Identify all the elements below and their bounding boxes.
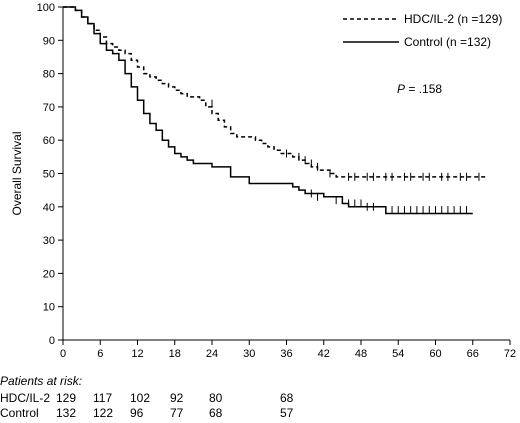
x-tick-label: 72 <box>504 348 516 360</box>
risk-value-hdc-0: 129 <box>56 391 77 405</box>
y-tick-label: 10 <box>43 302 55 314</box>
risk-row-label-hdc: HDC/IL-2 <box>0 391 51 405</box>
x-tick-label: 48 <box>355 348 367 360</box>
x-tick-label: 0 <box>60 348 66 360</box>
x-tick-label: 36 <box>280 348 292 360</box>
x-tick-label: 30 <box>243 348 255 360</box>
p-value-annotation: P = .158 <box>397 82 442 96</box>
survival-chart: 0 10 20 30 40 50 60 70 80 90 100 0 6 12 18 24 30 36 42 48 54… <box>10 2 516 360</box>
risk-row-label-control: Control <box>0 406 39 420</box>
risk-value-hdc-5: 68 <box>280 391 294 405</box>
x-tick-label: 66 <box>467 348 479 360</box>
survival-curve-1 <box>63 6 473 215</box>
risk-value-control-3: 77 <box>170 406 184 420</box>
x-tick-label: 18 <box>169 348 181 360</box>
y-tick-label: 40 <box>43 202 55 214</box>
legend-label-control: Control (n =132) <box>404 35 491 49</box>
series-1 <box>63 6 473 215</box>
series-0 <box>63 6 486 181</box>
y-tick-label: 20 <box>43 268 55 280</box>
x-tick-label: 60 <box>429 348 441 360</box>
x-tick-label: 42 <box>318 348 330 360</box>
x-tick-label: 6 <box>97 348 103 360</box>
p-value-symbol: P <box>397 82 405 96</box>
y-tick-label: 60 <box>43 135 55 147</box>
risk-value-hdc-2: 102 <box>130 391 151 405</box>
risk-value-control-0: 132 <box>56 406 77 420</box>
risk-value-control-5: 57 <box>280 406 294 420</box>
legend-label-hdc: HDC/IL-2 (n =129) <box>404 12 502 26</box>
x-tick-label: 12 <box>131 348 143 360</box>
y-tick-label: 0 <box>49 335 55 347</box>
risk-table-title: Patients at risk: <box>0 374 83 388</box>
y-tick-label: 50 <box>43 169 55 181</box>
p-value-text: = .158 <box>405 82 442 96</box>
risk-value-control-2: 96 <box>130 406 144 420</box>
y-tick-label: 90 <box>43 35 55 47</box>
risk-value-control-4: 68 <box>209 406 223 420</box>
y-tick-label: 80 <box>43 69 55 81</box>
x-tick-label: 54 <box>392 348 404 360</box>
risk-value-hdc-3: 92 <box>170 391 184 405</box>
y-tick-label: 70 <box>43 102 55 114</box>
y-axis-title: Overall Survival <box>10 131 24 215</box>
legend: HDC/IL-2 (n =129) Control (n =132) <box>343 12 502 49</box>
survival-curves <box>63 6 486 215</box>
risk-value-control-1: 122 <box>93 406 114 420</box>
risk-value-hdc-4: 80 <box>209 391 223 405</box>
x-tick-label: 24 <box>206 348 218 360</box>
y-tick-label: 100 <box>37 2 55 14</box>
y-tick-label: 30 <box>43 235 55 247</box>
axes: 0 10 20 30 40 50 60 70 80 90 100 0 6 12 18 24 30 36 42 48 54… <box>10 2 516 360</box>
risk-value-hdc-1: 117 <box>93 391 113 405</box>
